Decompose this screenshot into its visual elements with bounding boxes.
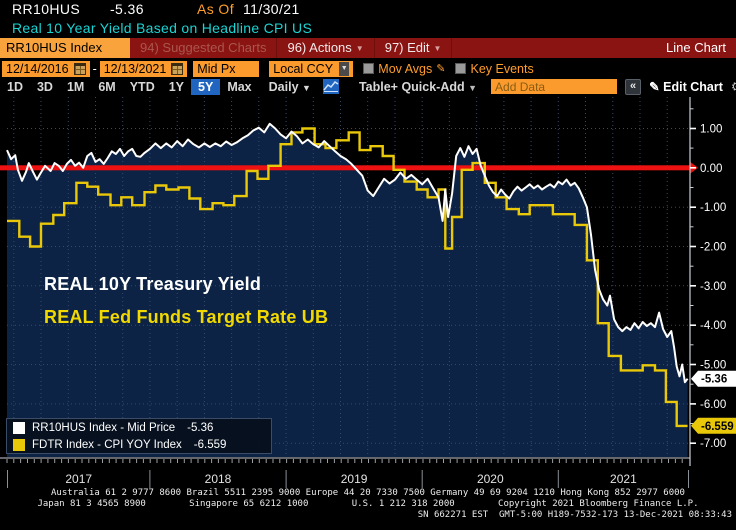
as-of-date: 11/30/21 (243, 1, 300, 17)
mov-avgs-checkbox[interactable] (363, 63, 375, 74)
security-tab[interactable]: RR10HUS Index (0, 38, 130, 58)
pencil-icon: ✎ (649, 80, 660, 94)
period-button-3d[interactable]: 3D (36, 79, 53, 94)
chevron-down-icon[interactable]: ▼ (339, 61, 350, 76)
gear-icon[interactable]: ⚙ (731, 79, 736, 95)
mov-avgs-label: Mov Avgs (378, 61, 433, 76)
security-header: RR10HUS -5.36 As Of 11/30/21 (0, 1, 736, 19)
calendar-icon[interactable] (171, 62, 184, 75)
chevron-down-icon: ▼ (302, 82, 311, 93)
chart-toolbar: 12/14/2016 - 12/13/2021 Mid Px Local CCY… (2, 60, 534, 77)
footer-contacts-line2: Japan 81 3 4565 8900 Singapore 65 6212 1… (37, 499, 699, 509)
svg-text:-5.36: -5.36 (701, 374, 727, 386)
footer-session-info: SN 662271 EST GMT-5:00 H189-7532-173 13-… (417, 510, 732, 520)
collapse-panel-button[interactable]: « (625, 78, 642, 95)
y-axis-tick-label: 1.00 (700, 124, 722, 136)
terminal-footer: Australia 61 2 9777 8600 Brazil 5511 239… (0, 488, 736, 521)
price-chart-canvas[interactable]: 1.00 0.00 -1.00 -2.00 -3.00 -4.00 -5.00 -6.00 -7… (0, 94, 736, 490)
chart-type-label: Line Chart (666, 40, 726, 55)
y-axis-tick-label: -5.00 (700, 360, 726, 372)
line-chart-icon-button[interactable] (322, 79, 339, 94)
price-field-selector[interactable]: Mid Px (193, 60, 260, 77)
x-axis-year-label: 2019 (341, 472, 368, 486)
y-axis-tick-label: -3.00 (700, 281, 726, 293)
rr10hus-series[interactable] (6, 122, 689, 384)
menu-item-edit[interactable]: 97) Edit ▼ (375, 38, 453, 58)
frequency-dropdown[interactable]: Daily ▼ (269, 80, 311, 94)
security-description: Real 10 Year Yield Based on Headline CPI… (12, 20, 313, 36)
calendar-icon[interactable] (73, 62, 86, 75)
price-field-value: Mid Px (197, 61, 236, 76)
legend-value: -6.559 (193, 438, 227, 451)
last-price-badge-fdtr: -6.559 (691, 417, 736, 434)
as-of-label: As Of (197, 1, 235, 17)
date-to-field[interactable]: 12/13/2021 (99, 60, 188, 77)
period-bar: 1D 3D 1M 6M YTD 1Y 5Y Max Daily ▼ Table + Quick… (0, 78, 736, 95)
date-to-value: 12/13/2021 (103, 61, 167, 76)
legend-value: -5.36 (187, 421, 214, 434)
y-axis-tick-label: -1.00 (700, 202, 726, 214)
y-axis-tick-label: 0.00 (700, 163, 722, 175)
date-from-field[interactable]: 12/14/2016 (2, 60, 90, 77)
y-axis-tick-label: -7.00 (700, 438, 726, 450)
chart-legend: RR10HUS Index - Mid Price -5.36 FDTR Index… (6, 418, 272, 454)
menu-item-actions[interactable]: 96) Actions ▼ (277, 38, 375, 58)
x-axis-year-label: 2017 (65, 472, 92, 486)
pencil-icon[interactable]: ✎ (436, 63, 446, 75)
x-axis-year-label: 2020 (477, 472, 504, 486)
last-value: -5.36 (110, 1, 144, 17)
period-button-1y[interactable]: 1Y (168, 79, 185, 94)
currency-selector[interactable]: Local CCY ▼ (269, 60, 354, 77)
footer-contacts-line1: Australia 61 2 9777 8600 Brazil 5511 239… (51, 488, 685, 498)
last-price-badge-rr10hus: -5.36 (691, 370, 736, 387)
chart-annotation-10y[interactable]: REAL 10Y Treasury Yield (44, 274, 262, 294)
chevron-down-icon: ▼ (433, 44, 442, 53)
legend-swatch (13, 438, 25, 451)
key-events-label: Key Events (470, 61, 534, 76)
legend-label: FDTR Index - CPI YOY Index (32, 438, 182, 451)
chevron-down-icon: ▼ (355, 44, 364, 53)
currency-value: Local CCY (273, 61, 334, 76)
period-button-1d[interactable]: 1D (7, 79, 23, 94)
y-axis-tick-label: -6.00 (700, 399, 726, 411)
period-button-ytd[interactable]: YTD (129, 79, 155, 94)
frequency-value: Daily (268, 79, 299, 94)
period-button-6m[interactable]: 6M (98, 79, 116, 94)
chevron-down-icon: ▼ (468, 82, 478, 93)
menu-bar: RR10HUS Index 94) Suggested Charts 96) Ac… (0, 38, 736, 58)
svg-text:-6.559: -6.559 (701, 421, 734, 433)
zero-reference-line (0, 165, 690, 171)
ticker-symbol: RR10HUS (12, 1, 81, 17)
chart-annotation-fedfunds[interactable]: REAL Fed Funds Target Rate UB (44, 307, 329, 327)
x-axis-year-label: 2021 (610, 472, 637, 486)
edit-chart-label: Edit Chart (663, 80, 723, 94)
y-axis-tick-label: -2.00 (700, 242, 726, 254)
date-range-dash: - (92, 61, 97, 76)
legend-swatch (13, 421, 25, 434)
y-axis-tick-label: -4.00 (700, 320, 726, 332)
edit-chart-button[interactable]: ✎ Edit Chart (649, 79, 723, 94)
quick-add-button[interactable]: + Quick-Add ▼ (391, 80, 477, 94)
date-from-value: 12/14/2016 (6, 61, 69, 76)
y-axis: 1.00 0.00 -1.00 -2.00 -3.00 -4.00 -5.00 -6.00 -7… (689, 97, 726, 466)
fdtr-real-rate-series[interactable] (7, 127, 688, 428)
x-axis-year-label: 2018 (205, 472, 232, 486)
line-chart-icon (323, 81, 339, 92)
period-button-5y[interactable]: 5Y (191, 78, 221, 95)
chart-area: 1.00 0.00 -1.00 -2.00 -3.00 -4.00 -5.00 -6.00 -7… (0, 94, 736, 490)
period-button-1m[interactable]: 1M (66, 79, 85, 94)
legend-item-fdtr[interactable]: FDTR Index - CPI YOY Index -6.559 (7, 436, 271, 453)
key-events-checkbox[interactable] (455, 63, 467, 74)
x-axis: 2017 2018 2019 2020 2021 (0, 457, 690, 488)
legend-item-rr10hus[interactable]: RR10HUS Index - Mid Price -5.36 (7, 419, 271, 436)
quick-add-label: + Quick-Add (390, 79, 465, 94)
menu-item-suggested-charts[interactable]: 94) Suggested Charts (130, 38, 278, 58)
table-button[interactable]: Table (358, 79, 391, 94)
add-data-input[interactable] (491, 79, 618, 94)
legend-label: RR10HUS Index - Mid Price (32, 421, 176, 434)
period-button-max[interactable]: Max (227, 79, 252, 94)
